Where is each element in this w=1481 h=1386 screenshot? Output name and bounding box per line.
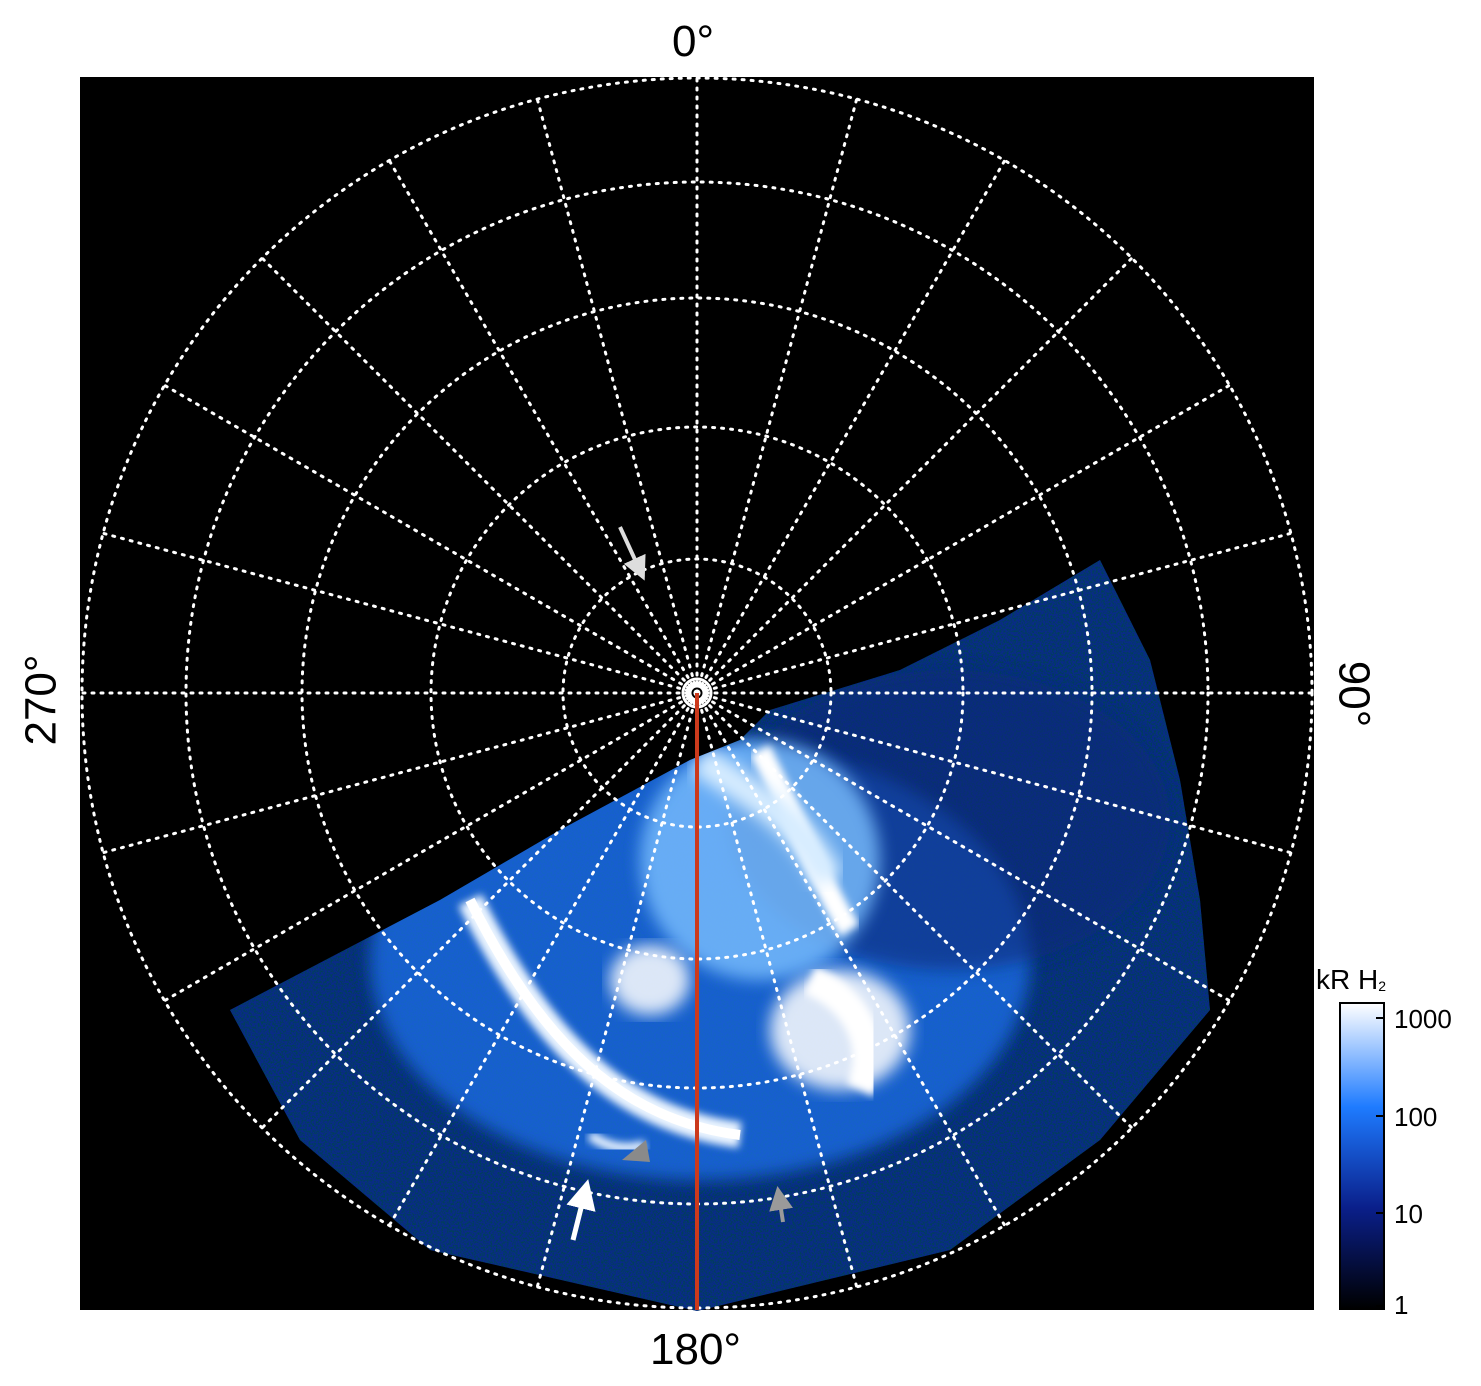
arrow-gray-left	[622, 1140, 650, 1162]
label-right: 90°	[1329, 660, 1379, 728]
colorbar-tick-10: 10	[1394, 1199, 1423, 1229]
arrow-gray-right	[769, 1186, 793, 1223]
colorbar-tick-100: 100	[1394, 1102, 1438, 1132]
colorbar-tick-1: 1	[1394, 1290, 1409, 1320]
aurora-emission	[230, 560, 1210, 1311]
arrow-white-lower	[566, 1179, 596, 1241]
label-top: 0°	[672, 17, 715, 66]
arrow-light-gray-upper	[618, 526, 646, 581]
label-left: 270°	[16, 654, 66, 746]
colorbar-title: kR H2	[1316, 964, 1387, 995]
colorbar-tick-1000: 1000	[1394, 1004, 1452, 1034]
colorbar	[1339, 1002, 1385, 1310]
label-bottom: 180°	[650, 1325, 742, 1374]
